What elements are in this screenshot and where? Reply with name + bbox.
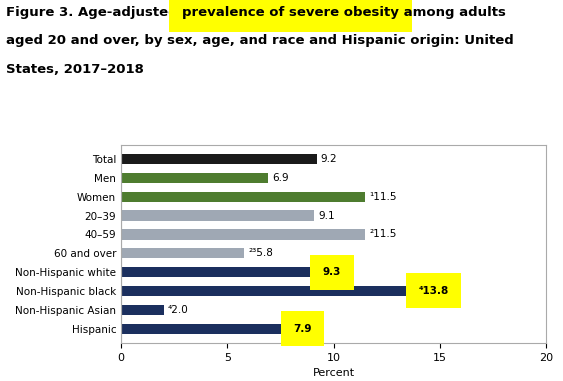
X-axis label: Percent: Percent <box>312 368 355 378</box>
Bar <box>121 229 365 240</box>
Bar <box>121 210 315 221</box>
Text: aged 20 and over, by sex, age, and race and Hispanic origin: United: aged 20 and over, by sex, age, and race … <box>6 34 513 47</box>
Bar <box>121 173 267 183</box>
Text: 9.2: 9.2 <box>321 154 337 164</box>
Text: ⁴13.8: ⁴13.8 <box>419 286 449 296</box>
Text: prevalence of severe obesity: prevalence of severe obesity <box>182 6 399 19</box>
Bar <box>121 286 414 296</box>
Text: Figure 3. Age-adjusted: Figure 3. Age-adjusted <box>6 6 182 19</box>
Bar <box>121 267 319 277</box>
Bar <box>121 305 164 315</box>
Text: States, 2017–2018: States, 2017–2018 <box>6 63 144 76</box>
Text: 6.9: 6.9 <box>272 173 289 183</box>
Text: 9.3: 9.3 <box>323 267 341 277</box>
Text: ²³5.8: ²³5.8 <box>249 248 274 258</box>
Text: ⁴2.0: ⁴2.0 <box>168 305 189 315</box>
Bar <box>121 154 316 164</box>
Bar <box>121 323 289 334</box>
Text: 7.9: 7.9 <box>293 324 312 334</box>
Text: ²11.5: ²11.5 <box>370 229 397 239</box>
Text: 9.1: 9.1 <box>319 211 336 221</box>
Text: ¹11.5: ¹11.5 <box>370 192 397 202</box>
Text: among adults: among adults <box>399 6 506 19</box>
Bar <box>121 192 365 202</box>
Bar <box>121 248 244 258</box>
